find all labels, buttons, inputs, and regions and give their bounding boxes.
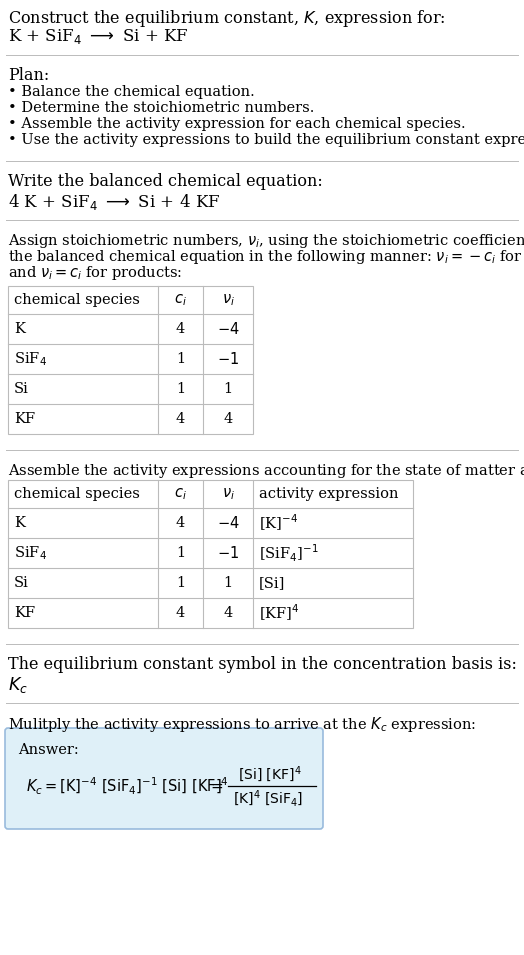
Text: 1: 1 (223, 576, 233, 590)
Text: 1: 1 (223, 382, 233, 396)
Text: $K_c = \mathrm{[K]^{-4}\ [SiF_4]^{-1}\ [Si]\ [KF]^4}$: $K_c = \mathrm{[K]^{-4}\ [SiF_4]^{-1}\ [… (26, 775, 229, 796)
Text: $=$: $=$ (208, 779, 224, 793)
Text: Write the balanced chemical equation:: Write the balanced chemical equation: (8, 173, 323, 190)
Text: chemical species: chemical species (14, 293, 140, 307)
Bar (8, 480, 413, 628)
Text: $\nu_i$: $\nu_i$ (222, 292, 234, 308)
Text: 4 K + SiF$_4$ $\longrightarrow$ Si + 4 KF: 4 K + SiF$_4$ $\longrightarrow$ Si + 4 K… (8, 192, 221, 212)
Text: • Assemble the activity expression for each chemical species.: • Assemble the activity expression for e… (8, 117, 466, 131)
Text: 4: 4 (223, 606, 233, 620)
Text: Construct the equilibrium constant, $K$, expression for:: Construct the equilibrium constant, $K$,… (8, 8, 445, 29)
Text: Assign stoichiometric numbers, $\nu_i$, using the stoichiometric coefficients, $: Assign stoichiometric numbers, $\nu_i$, … (8, 232, 524, 250)
Text: SiF$_4$: SiF$_4$ (14, 350, 47, 368)
Text: the balanced chemical equation in the following manner: $\nu_i = -c_i$ for react: the balanced chemical equation in the fo… (8, 248, 524, 266)
Text: 1: 1 (176, 382, 185, 396)
Text: 4: 4 (176, 516, 185, 530)
Text: and $\nu_i = c_i$ for products:: and $\nu_i = c_i$ for products: (8, 264, 182, 282)
Text: 1: 1 (176, 576, 185, 590)
Bar (8, 286, 253, 434)
Text: K + SiF$_4$ $\longrightarrow$ Si + KF: K + SiF$_4$ $\longrightarrow$ Si + KF (8, 27, 189, 46)
Text: 4: 4 (176, 412, 185, 426)
Text: [Si]: [Si] (259, 576, 286, 590)
Text: $-4$: $-4$ (216, 515, 239, 531)
Text: [SiF$_4$]$^{-1}$: [SiF$_4$]$^{-1}$ (259, 542, 319, 563)
Text: SiF$_4$: SiF$_4$ (14, 544, 47, 562)
Text: Plan:: Plan: (8, 67, 49, 84)
Text: K: K (14, 516, 25, 530)
Text: chemical species: chemical species (14, 487, 140, 501)
Text: $c_i$: $c_i$ (174, 486, 187, 501)
Text: activity expression: activity expression (259, 487, 398, 501)
Text: KF: KF (14, 412, 35, 426)
Text: $c_i$: $c_i$ (174, 292, 187, 308)
Text: $-1$: $-1$ (217, 351, 239, 367)
Text: • Balance the chemical equation.: • Balance the chemical equation. (8, 85, 255, 99)
Text: Si: Si (14, 382, 29, 396)
Text: $\mathrm{[Si]\ [KF]^4}$: $\mathrm{[Si]\ [KF]^4}$ (238, 764, 302, 784)
Text: 4: 4 (176, 322, 185, 336)
Text: The equilibrium constant symbol in the concentration basis is:: The equilibrium constant symbol in the c… (8, 656, 517, 673)
Text: 4: 4 (176, 606, 185, 620)
Text: $\mathrm{[K]^4\ [SiF_4]}$: $\mathrm{[K]^4\ [SiF_4]}$ (233, 789, 303, 809)
Text: 4: 4 (223, 412, 233, 426)
Text: [K]$^{-4}$: [K]$^{-4}$ (259, 513, 298, 533)
Text: Mulitply the activity expressions to arrive at the $K_c$ expression:: Mulitply the activity expressions to arr… (8, 715, 476, 734)
Text: $-1$: $-1$ (217, 545, 239, 561)
Text: • Determine the stoichiometric numbers.: • Determine the stoichiometric numbers. (8, 101, 314, 115)
Text: Si: Si (14, 576, 29, 590)
Text: $\nu_i$: $\nu_i$ (222, 486, 234, 501)
Text: [KF]$^4$: [KF]$^4$ (259, 603, 300, 624)
Text: Answer:: Answer: (18, 743, 79, 757)
Text: KF: KF (14, 606, 35, 620)
Text: Assemble the activity expressions accounting for the state of matter and $\nu_i$: Assemble the activity expressions accoun… (8, 462, 524, 480)
Text: • Use the activity expressions to build the equilibrium constant expression.: • Use the activity expressions to build … (8, 133, 524, 147)
Text: $-4$: $-4$ (216, 321, 239, 337)
Text: 1: 1 (176, 352, 185, 366)
Text: K: K (14, 322, 25, 336)
Text: 1: 1 (176, 546, 185, 560)
Text: $K_c$: $K_c$ (8, 675, 28, 695)
FancyBboxPatch shape (5, 728, 323, 829)
